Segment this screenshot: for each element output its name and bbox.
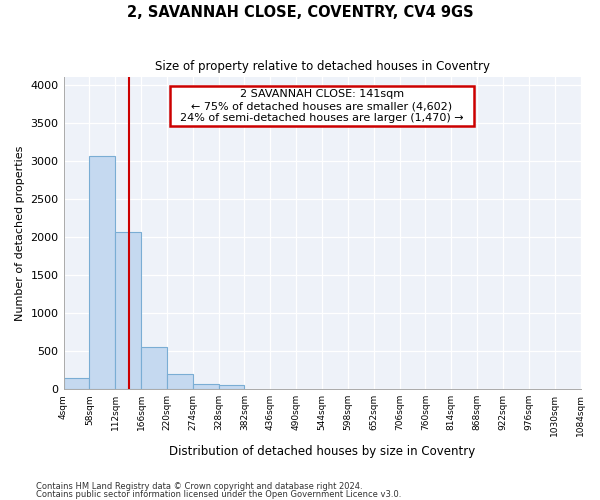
Title: Size of property relative to detached houses in Coventry: Size of property relative to detached ho…	[155, 60, 490, 73]
Bar	[89, 156, 115, 389]
Y-axis label: Number of detached properties: Number of detached properties	[15, 146, 25, 321]
Text: Contains public sector information licensed under the Open Government Licence v3: Contains public sector information licen…	[36, 490, 401, 499]
Bar	[167, 374, 193, 389]
X-axis label: Distribution of detached houses by size in Coventry: Distribution of detached houses by size …	[169, 444, 475, 458]
Text: 2 SAVANNAH CLOSE: 141sqm  
  ← 75% of detached houses are smaller (4,602)  
  24: 2 SAVANNAH CLOSE: 141sqm ← 75% of detach…	[173, 90, 471, 122]
Bar	[218, 384, 244, 389]
Bar	[64, 378, 89, 389]
Bar	[141, 346, 167, 389]
Text: Contains HM Land Registry data © Crown copyright and database right 2024.: Contains HM Land Registry data © Crown c…	[36, 482, 362, 491]
Bar	[115, 232, 141, 389]
Text: 2, SAVANNAH CLOSE, COVENTRY, CV4 9GS: 2, SAVANNAH CLOSE, COVENTRY, CV4 9GS	[127, 5, 473, 20]
Bar	[193, 384, 218, 389]
